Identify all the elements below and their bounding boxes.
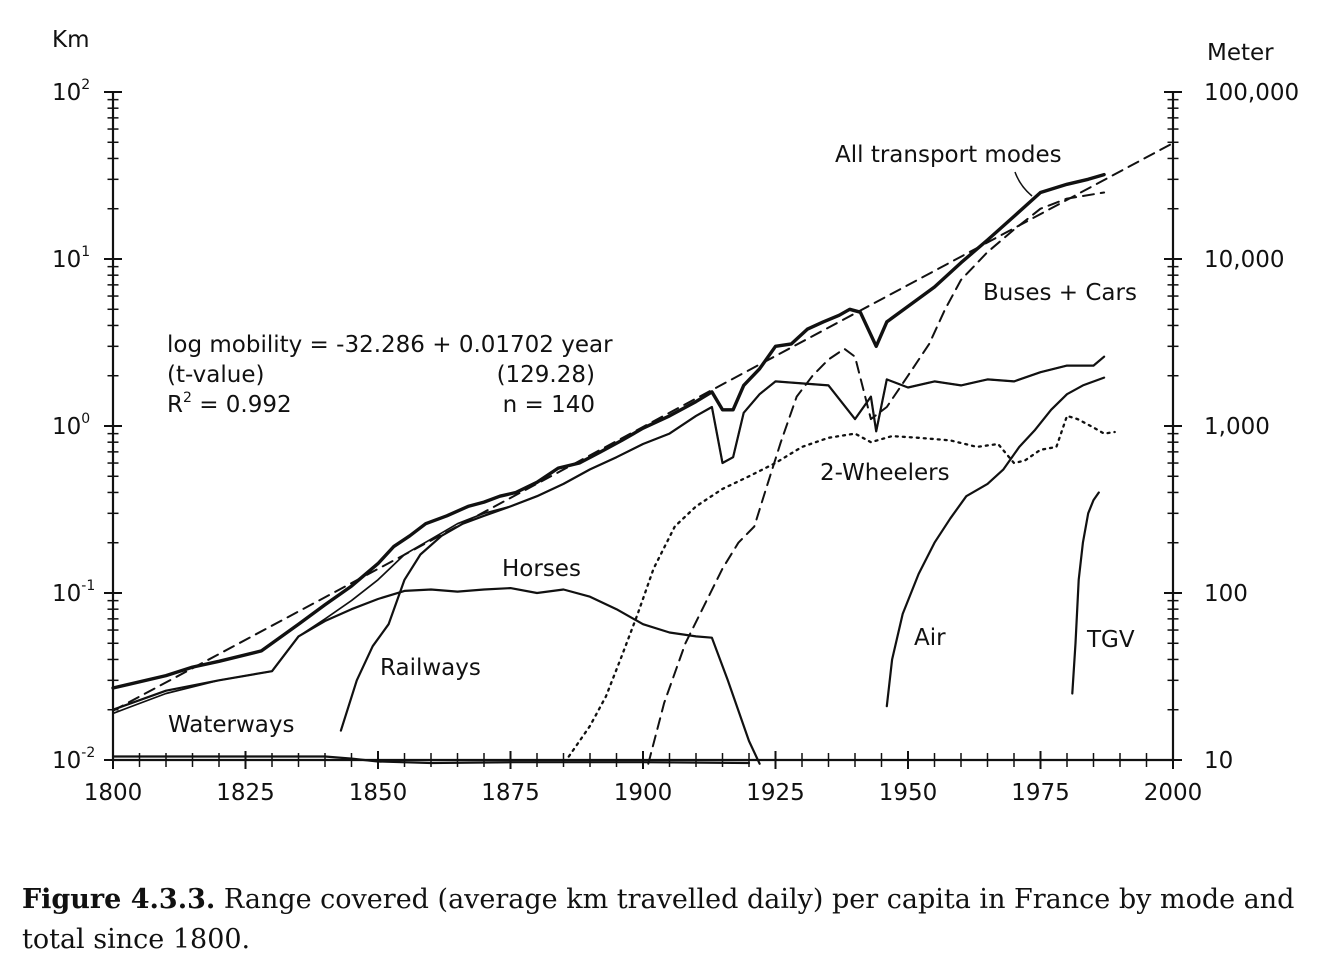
tick-base: 10 (52, 414, 81, 440)
axis-ticks (104, 91, 1182, 769)
y-left-tick-label: 101 (52, 244, 90, 273)
y-left-tick-label: 10-2 (52, 745, 95, 774)
y-left-tick-label: 100 (52, 411, 90, 440)
series-railways (339, 355, 1106, 732)
tick-base: 10 (52, 247, 81, 273)
tick-exponent: 0 (81, 411, 90, 427)
x-tick-label: 2000 (1144, 780, 1203, 806)
x-tick-label: 1925 (746, 780, 805, 806)
axis-labels: 1800 1825 1850 1875 1900 1925 1950 1975 200010-2… (52, 77, 1299, 806)
series-tgv (1071, 491, 1100, 695)
label-air: Air (914, 625, 946, 651)
r-squared-value: = 0.992 (192, 392, 292, 418)
label-tgv: TGV (1086, 627, 1135, 653)
series-trend (112, 142, 1174, 712)
label-horses: Horses (502, 556, 581, 582)
series-2-wheelers (567, 414, 1116, 758)
tick-exponent: -2 (81, 745, 95, 761)
y-left-tick-label: 102 (52, 77, 90, 106)
series-waterways (111, 755, 751, 765)
x-tick-label: 1975 (1011, 780, 1070, 806)
annotation-line-3-right: n = 140 (503, 392, 595, 418)
y-right-tick-label: 10,000 (1204, 247, 1284, 273)
x-tick-label: 1875 (481, 780, 540, 806)
tick-exponent: 1 (81, 244, 90, 260)
y-right-tick-label: 10 (1204, 748, 1233, 774)
x-tick-label: 1800 (84, 780, 143, 806)
x-tick-label: 1950 (879, 780, 938, 806)
regression-annotation: log mobility = -32.286 + 0.01702 year (t… (167, 332, 613, 418)
figure-caption: Figure 4.3.3. Range covered (average km … (22, 880, 1312, 960)
tick-base: 10 (52, 748, 81, 774)
y-left-axis-title: Km (52, 27, 90, 53)
caption-text: Range covered (average km travelled dail… (22, 884, 1295, 955)
series-horses (111, 587, 761, 765)
series-lines (111, 142, 1174, 765)
y-right-axis-title: Meter (1207, 40, 1274, 66)
annotation-line-2-left: (t-value) (167, 362, 264, 388)
x-tick-label: 1850 (349, 780, 408, 806)
series-buses-cars (647, 191, 1106, 765)
label-all-transport-modes: All transport modes (835, 142, 1062, 168)
label-buses-cars: Buses + Cars (983, 280, 1137, 306)
figure-number: Figure 4.3.3. (22, 884, 216, 915)
r-squared-exponent: 2 (183, 390, 192, 406)
y-left-tick-label: 10-1 (52, 578, 95, 607)
y-right-tick-label: 1,000 (1204, 414, 1270, 440)
annotation-line-1: log mobility = -32.286 + 0.01702 year (167, 332, 613, 358)
label-2-wheelers: 2-Wheelers (820, 460, 950, 486)
annotation-line-3-left: R2 = 0.992 (167, 390, 292, 418)
x-tick-label: 1900 (614, 780, 673, 806)
r-symbol: R (167, 392, 183, 418)
series-all-transport-modes (111, 172, 1106, 690)
chart: 1800 1825 1850 1875 1900 1925 1950 1975 200010-2… (52, 27, 1299, 806)
label-railways: Railways (380, 655, 481, 681)
x-tick-label: 1825 (216, 780, 275, 806)
series-air (885, 376, 1106, 708)
tick-exponent: -1 (81, 578, 95, 594)
label-waterways: Waterways (168, 712, 295, 738)
leader-all-transport-modes (1014, 171, 1033, 197)
tick-base: 10 (52, 80, 81, 106)
tick-exponent: 2 (81, 77, 90, 93)
annotation-line-2-right: (129.28) (497, 362, 595, 388)
y-right-tick-label: 100,000 (1204, 80, 1299, 106)
series-labels: All transport modes Buses + Cars 2-Wheel… (168, 142, 1137, 738)
tick-base: 10 (52, 581, 81, 607)
y-right-tick-label: 100 (1204, 581, 1248, 607)
